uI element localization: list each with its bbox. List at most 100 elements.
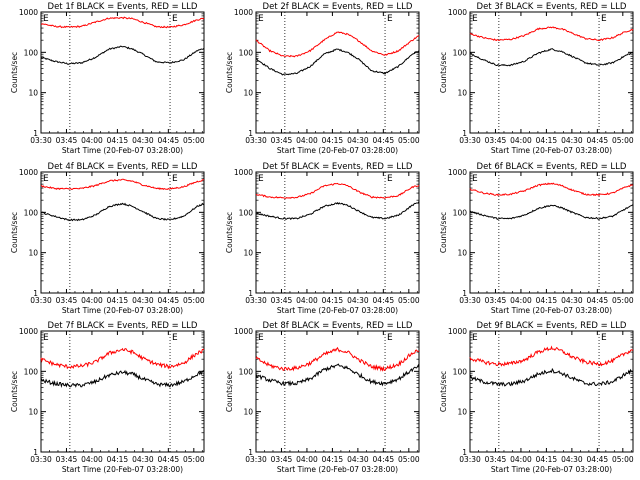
x-tick-label: 04:45: [158, 296, 180, 305]
event-marker-label: E: [601, 14, 607, 24]
x-tick-label: 03:45: [271, 136, 293, 145]
series-line-events: [40, 45, 205, 65]
y-tick-label: 10: [28, 249, 38, 258]
x-tick-label: 04:15: [536, 455, 558, 464]
event-marker-label: E: [258, 14, 264, 24]
x-tick-label: 04:45: [373, 296, 395, 305]
x-tick-label: 04:45: [158, 455, 180, 464]
y-tick-label: 1000: [19, 168, 38, 177]
y-tick-label: 1: [248, 448, 253, 457]
x-axis-label: Start Time (20-Feb-07 03:28:00): [277, 306, 398, 315]
y-tick-label: 100: [24, 48, 39, 57]
x-tick-label: 04:00: [510, 136, 532, 145]
plot-frame: [40, 11, 205, 134]
y-tick-label: 100: [453, 208, 468, 217]
x-tick-label: 03:45: [271, 296, 293, 305]
x-tick-label: 04:30: [561, 296, 583, 305]
y-tick-label: 10: [243, 249, 253, 258]
panel-title: Det 5f BLACK = Events, RED = LLD: [263, 162, 413, 172]
plot-frame: [255, 11, 420, 134]
y-tick-label: 1: [462, 129, 467, 138]
x-tick-label: 03:45: [56, 296, 78, 305]
panel-det-5f: Det 5f BLACK = Events, RED = LLD E E 03:30 0…: [225, 162, 420, 315]
panel-det-9f: Det 9f BLACK = Events, RED = LLD E E 03:30 0…: [439, 321, 634, 474]
x-tick-label: 05:00: [398, 455, 420, 464]
series-line-lld: [40, 347, 205, 370]
event-marker-label: E: [172, 14, 178, 24]
event-marker-label: E: [387, 14, 393, 24]
y-tick-label: 100: [453, 48, 468, 57]
y-tick-label: 100: [24, 367, 39, 376]
x-tick-label: 04:00: [296, 136, 318, 145]
x-tick-label: 04:00: [296, 296, 318, 305]
x-tick-label: 03:30: [30, 455, 52, 464]
event-marker-label: E: [258, 174, 264, 184]
y-tick-label: 1: [462, 289, 467, 298]
y-axis-label: Counts/sec: [439, 212, 448, 253]
event-marker-label: E: [601, 333, 607, 343]
y-tick-label: 1: [33, 289, 38, 298]
y-axis-label: Counts/sec: [10, 52, 19, 93]
y-tick-label: 1000: [448, 168, 467, 177]
series-line-events: [469, 204, 634, 220]
series-line-events: [469, 48, 634, 67]
event-marker-label: E: [172, 174, 178, 184]
y-tick-label: 1000: [19, 8, 38, 17]
x-axis-label: Start Time (20-Feb-07 03:28:00): [62, 306, 183, 315]
y-tick-label: 1: [248, 289, 253, 298]
x-tick-label: 03:30: [459, 136, 481, 145]
x-tick-label: 04:00: [81, 136, 103, 145]
x-tick-label: 04:00: [510, 455, 532, 464]
series-line-events: [255, 363, 420, 387]
series-line-events: [255, 48, 420, 76]
event-marker-label: E: [43, 174, 49, 184]
y-tick-label: 1000: [19, 327, 38, 336]
x-tick-label: 04:30: [132, 455, 154, 464]
x-tick-label: 04:15: [322, 455, 344, 464]
event-marker-label: E: [472, 14, 478, 24]
x-tick-label: 04:45: [587, 296, 609, 305]
x-tick-label: 04:15: [536, 136, 558, 145]
panel-det-4f: Det 4f BLACK = Events, RED = LLD E E 03:30 0…: [10, 162, 205, 315]
panel-det-3f: Det 3f BLACK = Events, RED = LLD E E 03:30 0…: [439, 2, 634, 155]
x-tick-label: 04:30: [347, 455, 369, 464]
y-tick-label: 1: [462, 448, 467, 457]
event-marker-label: E: [601, 174, 607, 184]
y-tick-label: 1000: [448, 327, 467, 336]
x-tick-label: 03:45: [56, 136, 78, 145]
x-tick-label: 04:00: [510, 296, 532, 305]
panel-title: Det 2f BLACK = Events, RED = LLD: [263, 2, 413, 12]
series-line-lld: [469, 182, 634, 197]
y-tick-label: 10: [457, 89, 467, 98]
y-axis-label: Counts/sec: [225, 52, 234, 93]
x-tick-label: 04:15: [322, 296, 344, 305]
event-marker-label: E: [172, 333, 178, 343]
x-axis-label: Start Time (20-Feb-07 03:28:00): [62, 146, 183, 155]
series-line-lld: [255, 346, 420, 372]
series-line-events: [40, 202, 205, 222]
panel-title: Det 7f BLACK = Events, RED = LLD: [48, 321, 198, 331]
series-line-lld: [40, 16, 205, 29]
y-tick-label: 10: [28, 89, 38, 98]
event-marker-label: E: [43, 14, 49, 24]
y-tick-label: 1: [33, 129, 38, 138]
x-tick-label: 04:30: [561, 136, 583, 145]
x-tick-label: 05:00: [612, 136, 634, 145]
panel-title: Det 9f BLACK = Events, RED = LLD: [477, 321, 627, 331]
x-tick-label: 03:30: [245, 136, 267, 145]
y-tick-label: 1000: [234, 8, 253, 17]
y-tick-label: 100: [239, 208, 254, 217]
y-tick-label: 100: [239, 367, 254, 376]
x-tick-label: 04:00: [81, 455, 103, 464]
panel-det-2f: Det 2f BLACK = Events, RED = LLD E E 03:30 0…: [225, 2, 420, 155]
x-tick-label: 03:30: [245, 455, 267, 464]
plot-frame: [255, 171, 420, 294]
x-tick-label: 04:45: [587, 136, 609, 145]
series-line-lld: [40, 178, 205, 191]
panel-det-8f: Det 8f BLACK = Events, RED = LLD E E 03:30 0…: [225, 321, 420, 474]
x-tick-label: 03:30: [459, 296, 481, 305]
panel-title: Det 8f BLACK = Events, RED = LLD: [263, 321, 413, 331]
plot-frame: [40, 330, 205, 453]
plot-frame: [469, 330, 634, 453]
y-tick-label: 10: [243, 408, 253, 417]
